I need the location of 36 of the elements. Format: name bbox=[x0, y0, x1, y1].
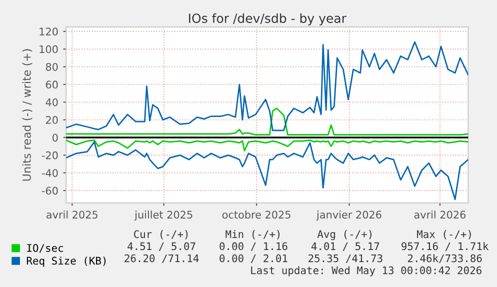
y-tick-label: 100 bbox=[40, 45, 58, 54]
text: Max (-/+) bbox=[417, 230, 471, 240]
text: 0.00 / 2.01 bbox=[220, 254, 288, 264]
y-tick-label: 80 bbox=[46, 62, 58, 71]
text: 4.01 / 5.17 bbox=[311, 242, 380, 251]
text: 957.16 / 1.71k bbox=[402, 242, 489, 251]
y-tick-label: 20 bbox=[46, 116, 58, 124]
x-tick-label: juillet 2025 bbox=[134, 210, 192, 221]
y-tick-label: -40 bbox=[42, 169, 58, 177]
y-tick-label: 120 bbox=[40, 28, 58, 36]
line-series bbox=[66, 141, 468, 200]
x-tick-label: avril 2026 bbox=[414, 210, 466, 219]
line-series bbox=[66, 41, 468, 132]
text: 2.46k/733.86 bbox=[408, 254, 482, 264]
y-axis-title: Units read (-) / write (+) bbox=[22, 49, 32, 181]
text: 26.20 /71.14 bbox=[124, 254, 199, 264]
y-tick-label: 0 bbox=[52, 134, 58, 142]
line-series bbox=[66, 139, 468, 152]
chart-title: IOs for /dev/sdb - by year bbox=[189, 13, 346, 26]
legend-label: IO/sec bbox=[27, 244, 63, 253]
y-tick-label: 60 bbox=[46, 80, 58, 89]
y-tick-label: -20 bbox=[42, 151, 58, 160]
x-tick-label: avril 2025 bbox=[46, 210, 98, 219]
y-tick-label: 40 bbox=[46, 98, 58, 106]
text: Last update: Wed May 13 00:00:42 2026 bbox=[251, 266, 482, 276]
text: 25.35 /41.73 bbox=[308, 254, 382, 264]
line-series bbox=[66, 108, 468, 136]
text: Avg (-/+) bbox=[317, 230, 372, 240]
y-tick-label: -60 bbox=[42, 186, 58, 195]
x-tick-label: janvier 2026 bbox=[316, 210, 382, 221]
text: 0.00 / 1.16 bbox=[220, 242, 288, 251]
legend-label: Req Size (KB) bbox=[26, 256, 106, 267]
text: Min (-/+) bbox=[226, 230, 280, 240]
text: Cur (-/+) bbox=[134, 230, 188, 240]
x-tick-label: octobre 2025 bbox=[222, 210, 290, 219]
text: 4.51 / 5.07 bbox=[128, 242, 196, 251]
